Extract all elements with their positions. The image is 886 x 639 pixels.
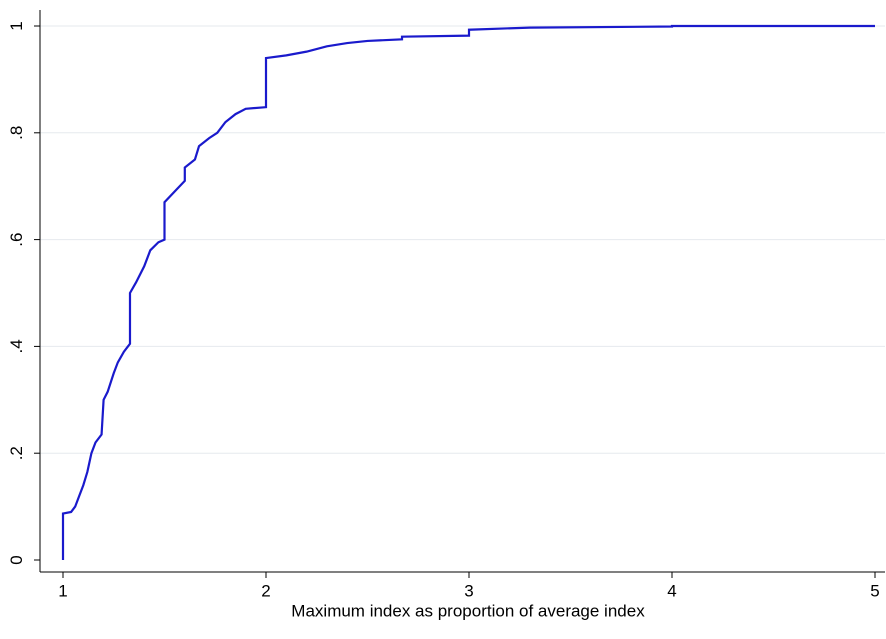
cdf-line bbox=[61, 24, 875, 560]
x-tick-label: 2 bbox=[261, 581, 270, 600]
x-tick-label: 3 bbox=[464, 581, 473, 600]
y-tick-label: 1 bbox=[7, 21, 26, 30]
y-tick-label: 0 bbox=[7, 555, 26, 564]
y-tick-label: .2 bbox=[7, 446, 26, 460]
y-tick-label: .6 bbox=[7, 233, 26, 247]
x-axis-label: Maximum index as proportion of average i… bbox=[291, 601, 645, 620]
x-tick-label: 1 bbox=[58, 581, 67, 600]
x-tick-label: 4 bbox=[667, 581, 676, 600]
x-tick-label: 5 bbox=[870, 581, 879, 600]
y-tick-label: .8 bbox=[7, 126, 26, 140]
y-tick-label: .4 bbox=[7, 339, 26, 353]
